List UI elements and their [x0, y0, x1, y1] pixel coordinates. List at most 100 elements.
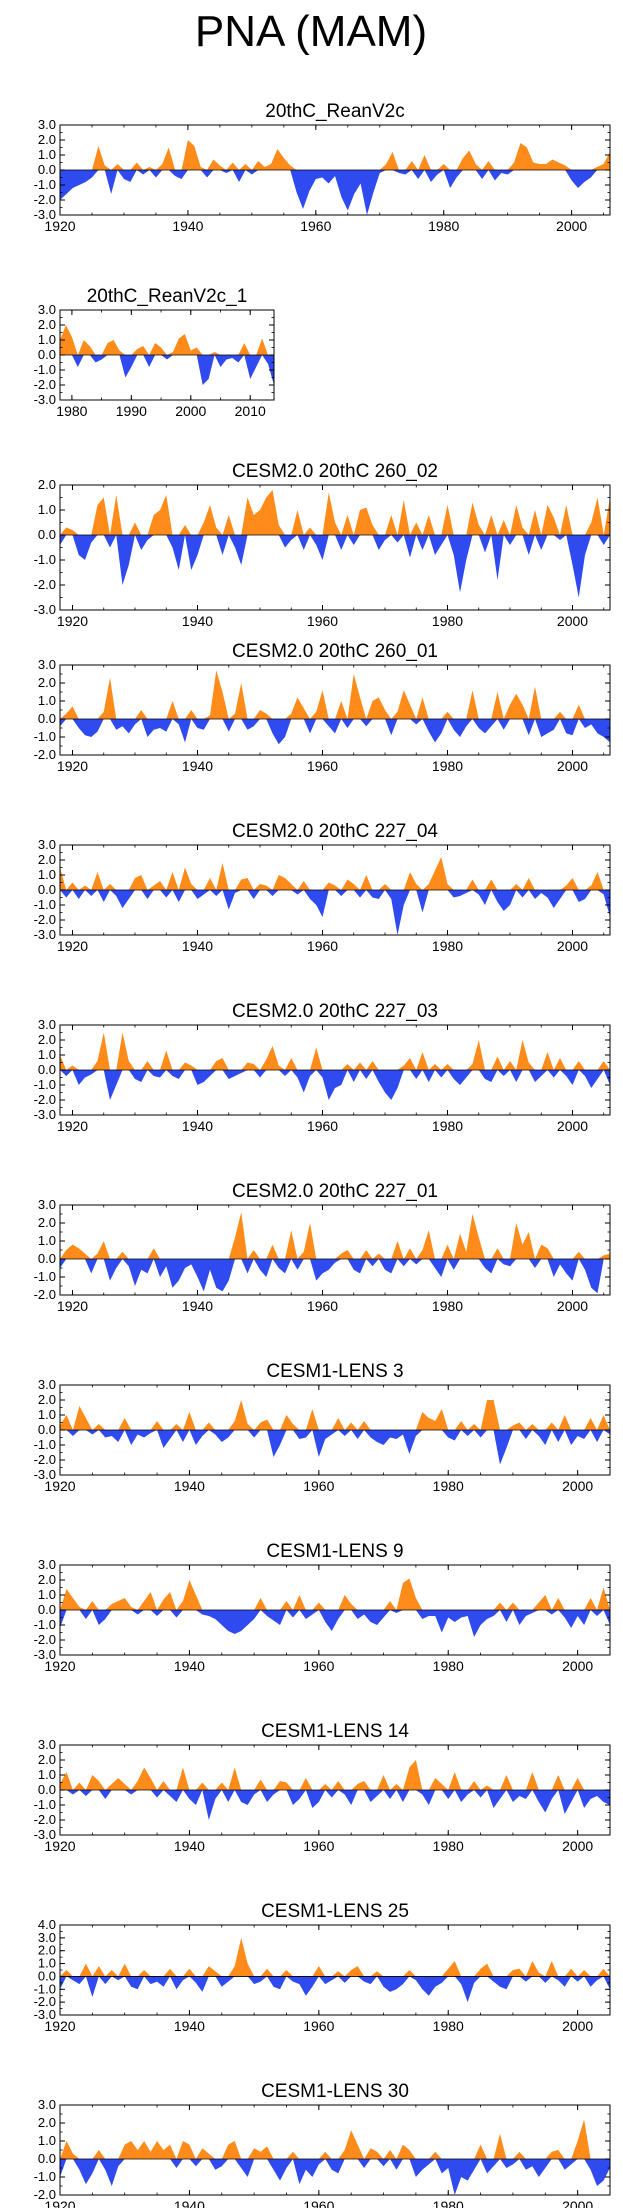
x-tick-label: 1980 [432, 1118, 463, 1134]
x-tick-label: 2000 [557, 1118, 588, 1134]
y-tick-label: 0.0 [38, 711, 56, 726]
negative-anomaly-area [60, 170, 610, 215]
x-tick-label: 1920 [57, 758, 88, 774]
y-tick-label: 3.0 [38, 302, 56, 317]
x-tick-label: 1920 [44, 1478, 75, 1494]
y-tick-label: -1.0 [34, 1981, 56, 1996]
x-tick-label: 2000 [557, 1298, 588, 1314]
y-tick-label: -3.0 [34, 2007, 56, 2022]
y-tick-label: 0.0 [38, 1602, 56, 1617]
negative-anomaly-area [60, 2159, 610, 2195]
panel-title: CESM1-LENS 3 [266, 1361, 403, 1382]
x-tick-label: 2010 [235, 403, 266, 419]
negative-anomaly-area [60, 1430, 610, 1465]
x-tick-label: 2000 [562, 2198, 593, 2208]
x-tick-label: 2000 [175, 403, 206, 419]
y-tick-label: 0.0 [38, 1422, 56, 1437]
chart-panel: CESM2.0 20thC 227_01 3.0 2.0 1.0 0.0 -1.0 -2.0… [34, 1181, 611, 1314]
y-tick-label: 1.0 [38, 1233, 56, 1248]
y-tick-label: -1.0 [34, 552, 56, 567]
negative-anomaly-area [60, 1790, 610, 1820]
y-tick-label: 3.0 [38, 1377, 56, 1392]
y-tick-label: 3.0 [38, 1197, 56, 1212]
x-tick-label: 1960 [303, 1478, 334, 1494]
y-tick-label: 3.0 [38, 117, 56, 132]
y-tick-label: -1.0 [34, 177, 56, 192]
chart-panel: CESM2.0 20thC 260_01 3.0 2.0 1.0 0.0 -1.0 -2.0… [34, 641, 611, 774]
x-tick-label: 1940 [182, 758, 213, 774]
panel-title: CESM1-LENS 14 [261, 1721, 409, 1742]
panel-title: CESM2.0 20thC 227_03 [232, 1001, 438, 1022]
negative-anomaly-area [60, 719, 610, 745]
y-tick-label: 1.0 [38, 1956, 56, 1971]
panel-title: CESM2.0 20thC 227_01 [232, 1181, 438, 1202]
positive-anomaly-area [60, 490, 610, 535]
y-tick-label: 1.0 [38, 502, 56, 517]
y-tick-label: 2.0 [38, 852, 56, 867]
y-tick-label: 3.0 [38, 837, 56, 852]
panel-title: CESM1-LENS 25 [261, 1901, 409, 1922]
y-tick-label: -1.0 [34, 2169, 56, 2184]
x-tick-label: 1990 [116, 403, 147, 419]
chart-panel: CESM2.0 20thC 227_03 3.02.01.00.0-1.0-2.0… [34, 1001, 611, 1134]
y-tick-label: 0.0 [38, 1062, 56, 1077]
y-tick-label: -1.0 [34, 1077, 56, 1092]
y-tick-label: -1.0 [34, 897, 56, 912]
positive-anomaly-area [60, 1400, 610, 1430]
chart-panel: 20thC_ReanV2c_13.02.01.00.0-1.0-2.0-3.01… [34, 286, 275, 419]
y-tick-label: 1.0 [38, 147, 56, 162]
y-tick-label: 1.0 [38, 2133, 56, 2148]
positive-anomaly-area [60, 1212, 610, 1259]
y-tick-label: -2.0 [34, 577, 56, 592]
y-tick-label: 2.0 [38, 1392, 56, 1407]
positive-anomaly-area [60, 140, 610, 170]
x-tick-label: 1940 [174, 2018, 205, 2034]
x-tick-label: 1920 [44, 218, 75, 234]
y-tick-label: -3.0 [34, 1467, 56, 1482]
positive-anomaly-area [60, 1578, 610, 1610]
y-tick-label: 3.0 [38, 1557, 56, 1572]
negative-anomaly-area [60, 1070, 610, 1100]
x-tick-label: 1980 [56, 403, 87, 419]
y-tick-label: 2.0 [38, 1752, 56, 1767]
y-tick-label: -1.0 [34, 1437, 56, 1452]
figure-title: PNA (MAM) [195, 7, 427, 56]
x-tick-label: 1980 [432, 1298, 463, 1314]
x-tick-label: 1980 [433, 1478, 464, 1494]
positive-anomaly-area [60, 670, 610, 719]
x-tick-label: 1940 [182, 938, 213, 954]
x-tick-label: 2000 [557, 938, 588, 954]
chart-panel: CESM1-LENS 9 3.02.01.00.0-1.0-2.0-3.01920… [34, 1541, 611, 1674]
panel-title: 20thC_ReanV2c [265, 101, 404, 122]
x-tick-label: 1960 [307, 938, 338, 954]
positive-anomaly-area [60, 857, 610, 890]
chart-panel: CESM1-LENS 14 3.02.01.00.0-1.0-2.0-3.0192… [34, 1721, 611, 1854]
panel-title: CESM2.0 20thC 227_04 [232, 821, 438, 842]
x-tick-label: 1980 [433, 1838, 464, 1854]
x-tick-label: 2000 [557, 613, 588, 629]
negative-anomaly-area [60, 535, 610, 598]
chart-panel: CESM1-LENS 25 4.03.02.01.00.0-1.0-2.0-3.0… [34, 1901, 611, 2034]
y-tick-label: 0.0 [38, 2151, 56, 2166]
y-tick-label: -2.0 [34, 912, 56, 927]
x-tick-label: 1980 [432, 613, 463, 629]
x-tick-label: 2000 [562, 1478, 593, 1494]
x-tick-label: 1960 [307, 758, 338, 774]
y-tick-label: -2.0 [34, 1452, 56, 1467]
x-tick-label: 1920 [44, 2198, 75, 2208]
y-tick-label: 0.0 [38, 527, 56, 542]
y-tick-label: 2.0 [38, 132, 56, 147]
y-tick-label: -2.0 [34, 747, 56, 762]
x-tick-label: 1940 [174, 1658, 205, 1674]
y-tick-label: 1.0 [38, 867, 56, 882]
y-tick-label: 1.0 [38, 1047, 56, 1062]
y-tick-label: -3.0 [34, 1827, 56, 1842]
panel-title: CESM1-LENS 30 [261, 2081, 409, 2102]
y-tick-label: 2.0 [38, 1572, 56, 1587]
chart-panel: 20thC_ReanV2c 3.02.01.00.0-1.0-2.0-3.0192… [34, 101, 611, 234]
x-tick-label: 1960 [303, 2018, 334, 2034]
y-tick-label: -1.0 [34, 729, 56, 744]
x-tick-label: 1980 [433, 2018, 464, 2034]
y-tick-label: 2.0 [38, 1215, 56, 1230]
chart-panel: CESM1-LENS 3 3.02.01.00.0-1.0-2.0-3.01920… [34, 1361, 611, 1494]
